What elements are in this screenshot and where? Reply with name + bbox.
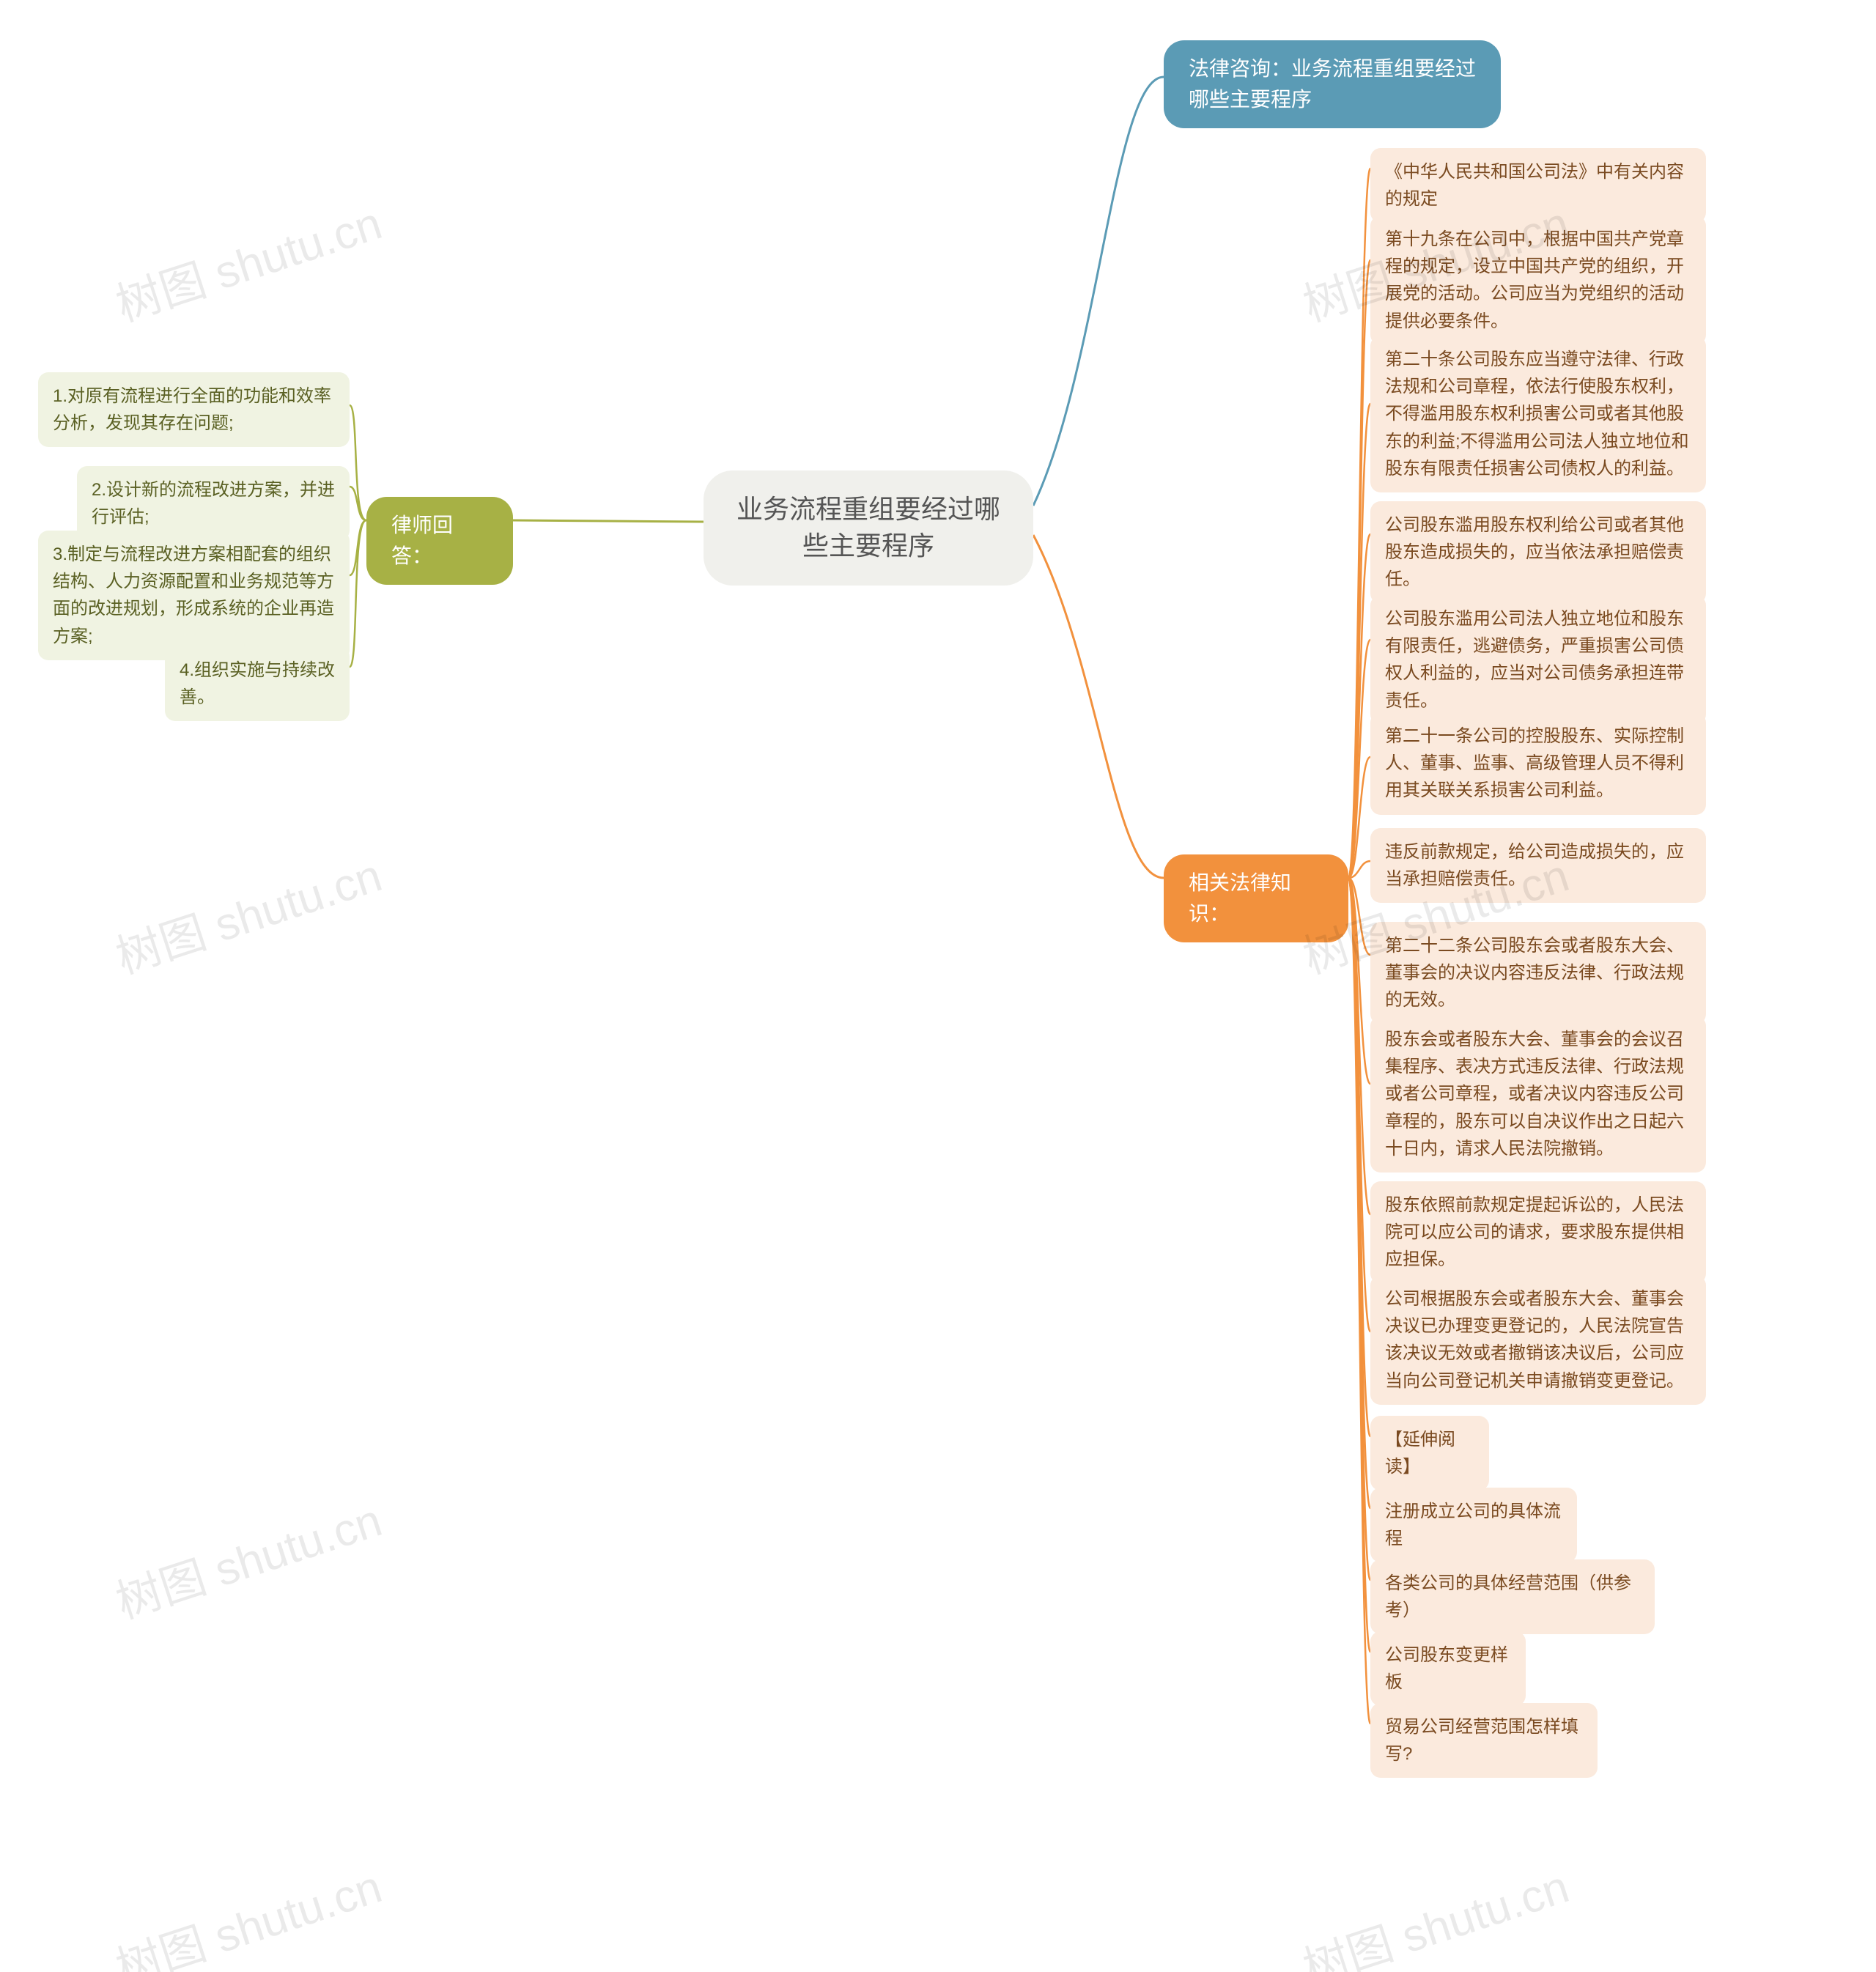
edge-orange-leaf-10 (1348, 878, 1370, 1214)
watermark: 树图 shutu.cn (106, 838, 388, 986)
leaf-orange-3[interactable]: 公司股东滥用股东权利给公司或者其他股东造成损失的，应当依法承担赔偿责任。 (1370, 501, 1706, 604)
leaf-orange-0[interactable]: 《中华人民共和国公司法》中有关内容的规定 (1370, 148, 1706, 223)
leaf-orange-1[interactable]: 第十九条在公司中，根据中国共产党章程的规定，设立中国共产党的组织，开展党的活动。… (1370, 215, 1706, 345)
leaf-orange-10[interactable]: 公司根据股东会或者股东大会、董事会决议已办理变更登记的，人民法院宣告该决议无效或… (1370, 1275, 1706, 1405)
edge-orange-leaf-2 (1348, 260, 1370, 878)
edge-green-leaf-4 (350, 520, 366, 667)
leaf-orange-9[interactable]: 股东依照前款规定提起诉讼的，人民法院可以应公司的请求，要求股东提供相应担保。 (1370, 1181, 1706, 1284)
edge-root-orange (1033, 535, 1164, 878)
edge-orange-leaf-9 (1348, 878, 1370, 1084)
edge-root-blue (1033, 77, 1164, 506)
watermark: 树图 shutu.cn (106, 1850, 388, 1972)
leaf-orange-2[interactable]: 第二十条公司股东应当遵守法律、行政法规和公司章程，依法行使股东权利，不得滥用股东… (1370, 336, 1706, 492)
edge-orange-leaf-13 (1348, 878, 1370, 1508)
leaf-green-3[interactable]: 4.组织实施与持续改善。 (165, 646, 350, 721)
leaf-orange-6[interactable]: 违反前款规定，给公司造成损失的，应当承担赔偿责任。 (1370, 828, 1706, 903)
edge-orange-leaf-14 (1348, 878, 1370, 1580)
leaf-orange-13[interactable]: 各类公司的具体经营范围（供参考） (1370, 1559, 1655, 1634)
watermark: 树图 shutu.cn (1293, 1850, 1576, 1972)
leaf-orange-15[interactable]: 贸易公司经营范围怎样填写? (1370, 1703, 1598, 1778)
leaf-orange-7[interactable]: 第二十二条公司股东会或者股东大会、董事会的决议内容违反法律、行政法规的无效。 (1370, 922, 1706, 1024)
watermark: 树图 shutu.cn (106, 1483, 388, 1631)
mindmap-canvas: 业务流程重组要经过哪些主要程序 法律咨询：业务流程重组要经过哪些主要程序 律师回… (0, 0, 1876, 1972)
edge-orange-leaf-12 (1348, 878, 1370, 1436)
edge-orange-leaf-15 (1348, 878, 1370, 1652)
edge-green-leaf-2 (350, 487, 366, 520)
leaf-orange-8[interactable]: 股东会或者股东大会、董事会的会议召集程序、表决方式违反法律、行政法规或者公司章程… (1370, 1016, 1706, 1173)
edge-green-leaf-1 (350, 405, 366, 520)
edge-orange-leaf-5 (1348, 640, 1370, 878)
edge-orange-leaf-8 (1348, 878, 1370, 955)
edge-green-leaf-3 (350, 520, 366, 575)
branch-green[interactable]: 律师回答： (366, 497, 513, 585)
edge-orange-leaf-11 (1348, 878, 1370, 1332)
root-node[interactable]: 业务流程重组要经过哪些主要程序 (704, 470, 1033, 586)
watermark: 树图 shutu.cn (106, 186, 388, 334)
leaf-green-0[interactable]: 1.对原有流程进行全面的功能和效率分析，发现其存在问题; (38, 372, 350, 447)
edge-orange-leaf-3 (1348, 404, 1370, 878)
leaf-orange-14[interactable]: 公司股东变更样板 (1370, 1631, 1526, 1706)
edge-orange-leaf-7 (1348, 861, 1370, 878)
branch-orange[interactable]: 相关法律知识： (1164, 854, 1348, 942)
leaf-orange-11[interactable]: 【延伸阅读】 (1370, 1416, 1489, 1491)
leaf-orange-4[interactable]: 公司股东滥用公司法人独立地位和股东有限责任，逃避债务，严重损害公司债权人利益的，… (1370, 595, 1706, 725)
leaf-orange-5[interactable]: 第二十一条公司的控股股东、实际控制人、董事、监事、高级管理人员不得利用其关联关系… (1370, 712, 1706, 815)
leaf-green-2[interactable]: 3.制定与流程改进方案相配套的组织结构、人力资源配置和业务规范等方面的改进规划，… (38, 531, 350, 660)
edge-orange-leaf-1 (1348, 169, 1370, 878)
edge-root-green (513, 520, 704, 522)
edge-orange-leaf-6 (1348, 757, 1370, 878)
edge-orange-leaf-4 (1348, 534, 1370, 878)
edge-orange-leaf-16 (1348, 878, 1370, 1724)
branch-blue[interactable]: 法律咨询：业务流程重组要经过哪些主要程序 (1164, 40, 1501, 128)
leaf-orange-12[interactable]: 注册成立公司的具体流程 (1370, 1488, 1577, 1562)
